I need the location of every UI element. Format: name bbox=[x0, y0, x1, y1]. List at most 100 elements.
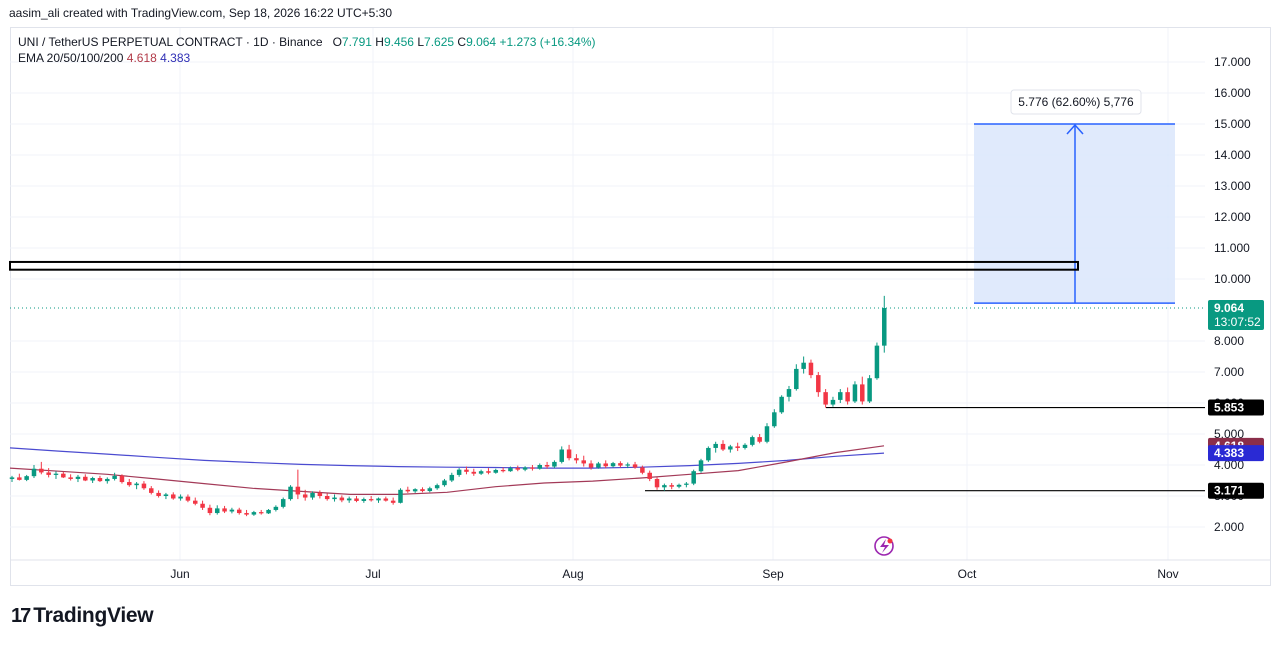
candle-body bbox=[647, 472, 652, 479]
candle bbox=[222, 505, 227, 514]
candle bbox=[90, 476, 95, 483]
candle-body bbox=[420, 489, 425, 492]
candle-body bbox=[214, 508, 220, 514]
candle bbox=[339, 495, 345, 503]
candle-body bbox=[684, 483, 689, 485]
candle bbox=[566, 444, 572, 461]
time-tick-label: Sep bbox=[762, 567, 784, 581]
candle-body bbox=[654, 478, 660, 488]
symbol-title[interactable]: UNI / TetherUS PERPETUAL CONTRACT · 1D ·… bbox=[18, 35, 323, 49]
candle-body bbox=[779, 396, 784, 413]
candle-body bbox=[632, 464, 638, 468]
candle-body bbox=[17, 477, 22, 480]
candle-body bbox=[764, 426, 770, 442]
candle bbox=[105, 477, 110, 484]
time-tick-label: Jun bbox=[170, 567, 189, 581]
candle-body bbox=[838, 392, 843, 400]
ema-b-line bbox=[9, 447, 885, 469]
candle bbox=[830, 396, 836, 407]
candle bbox=[97, 475, 103, 483]
candle-body bbox=[53, 473, 59, 475]
candle bbox=[838, 389, 843, 403]
candle bbox=[61, 471, 66, 479]
candle bbox=[163, 492, 169, 500]
candle bbox=[486, 468, 491, 475]
candle bbox=[874, 342, 880, 380]
candle bbox=[618, 461, 623, 468]
candle bbox=[171, 492, 176, 500]
candle-body bbox=[486, 471, 491, 473]
candle-body bbox=[640, 467, 645, 473]
price-badge-value: 9.064 bbox=[1214, 301, 1244, 315]
replay-icon[interactable] bbox=[874, 536, 894, 556]
candle bbox=[420, 487, 425, 493]
candle-body bbox=[610, 463, 616, 467]
candle bbox=[478, 469, 484, 475]
candle bbox=[471, 468, 477, 476]
candle bbox=[376, 497, 381, 503]
candle-body bbox=[713, 443, 718, 448]
candle bbox=[405, 486, 411, 493]
candle-body bbox=[302, 494, 308, 498]
candle bbox=[266, 509, 271, 514]
target-box-layer bbox=[974, 123, 1175, 304]
price-tick-label: 17.000 bbox=[1214, 55, 1251, 69]
price-badge-bg bbox=[1208, 399, 1264, 416]
candle-body bbox=[383, 498, 389, 501]
candle-body bbox=[544, 465, 550, 467]
price-tick-label: 4.000 bbox=[1214, 458, 1244, 472]
candle-body bbox=[31, 468, 37, 477]
candle bbox=[662, 483, 667, 491]
candle-body bbox=[97, 478, 103, 482]
candle-body bbox=[251, 512, 257, 515]
price-tick-label: 15.000 bbox=[1214, 117, 1251, 131]
candle bbox=[845, 387, 850, 405]
candle-body bbox=[845, 392, 850, 402]
change-value: +1.273 (+16.34%) bbox=[499, 35, 596, 49]
chart-frame[interactable] bbox=[10, 27, 1271, 586]
candle bbox=[640, 465, 645, 475]
tradingview-logo[interactable]: 17 TradingView bbox=[11, 604, 154, 628]
resistance-zone bbox=[9, 260, 1079, 271]
candle bbox=[193, 497, 198, 506]
candle bbox=[603, 460, 608, 469]
candle bbox=[735, 442, 740, 452]
candle-body bbox=[171, 494, 176, 499]
candle bbox=[127, 478, 132, 487]
candle-body bbox=[244, 513, 249, 515]
candle-body bbox=[288, 486, 293, 500]
candle-body bbox=[662, 485, 667, 488]
candle bbox=[310, 491, 315, 500]
candle-body bbox=[669, 485, 674, 487]
candle bbox=[757, 434, 762, 444]
candle-body bbox=[427, 488, 433, 492]
candle bbox=[610, 461, 616, 468]
price-tick-label: 16.000 bbox=[1214, 86, 1251, 100]
price-tick-label: 12.000 bbox=[1214, 210, 1251, 224]
candle-body bbox=[588, 463, 594, 468]
candle-body bbox=[706, 447, 711, 461]
candle bbox=[17, 473, 22, 481]
candle bbox=[53, 471, 59, 479]
candle bbox=[742, 443, 748, 450]
candle bbox=[588, 460, 594, 470]
price-axis: 2.0003.0004.0005.0006.0007.0008.00010.00… bbox=[1214, 55, 1251, 534]
low-label: L bbox=[417, 35, 425, 49]
price-badge-bg bbox=[1208, 482, 1264, 499]
candle-body bbox=[786, 389, 792, 397]
price-badge-bg bbox=[1208, 300, 1264, 331]
candle-body bbox=[332, 497, 337, 500]
candle bbox=[332, 494, 337, 502]
price-badge-ema-b: 4.383 bbox=[1208, 445, 1264, 462]
candle bbox=[31, 465, 37, 479]
candle-body bbox=[412, 489, 418, 492]
candle bbox=[9, 475, 15, 483]
candle bbox=[867, 375, 872, 403]
candle bbox=[786, 385, 792, 402]
candle bbox=[229, 507, 235, 514]
candle bbox=[207, 504, 213, 516]
candle bbox=[361, 497, 367, 503]
candle-body bbox=[361, 499, 367, 501]
ema-title[interactable]: EMA 20/50/100/200 bbox=[18, 51, 124, 65]
